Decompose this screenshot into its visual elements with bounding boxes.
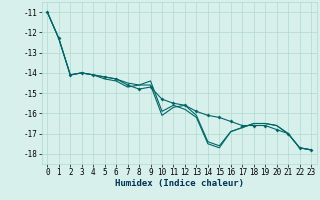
X-axis label: Humidex (Indice chaleur): Humidex (Indice chaleur) <box>115 179 244 188</box>
